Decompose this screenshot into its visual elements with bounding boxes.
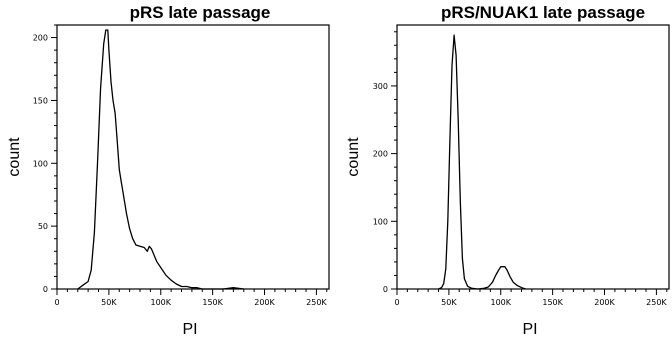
x-axis-label: PI xyxy=(182,321,197,338)
x-tick-label: 50K xyxy=(441,298,457,307)
axis-ticks: 0 50K 100K 150K 200K 250K 0 100 200 300 xyxy=(373,31,667,307)
y-tick-label: 300 xyxy=(373,82,388,91)
y-tick-label: 150 xyxy=(33,96,48,105)
y-tick-label: 200 xyxy=(373,150,388,159)
x-tick-label: 100K xyxy=(491,298,512,307)
histogram-line xyxy=(438,34,526,290)
y-tick-label: 50 xyxy=(38,222,48,231)
x-tick-label: 0 xyxy=(394,298,399,307)
y-tick-label: 100 xyxy=(33,159,48,168)
plot-frame xyxy=(56,24,330,290)
chart-title: pRS late passage xyxy=(130,3,271,22)
histogram-line xyxy=(77,29,244,290)
x-tick-label: 150K xyxy=(202,298,223,307)
histogram-panel-left: pRS late passage PI count 0 50K 100K 150K 20… xyxy=(6,3,330,338)
plot-frame xyxy=(396,24,670,290)
histogram-panel-right: pRS/NUAK1 late passage PI count 0 50K 100K… xyxy=(345,3,670,338)
x-tick-label: 250K xyxy=(646,298,667,307)
x-tick-label: 250K xyxy=(306,298,327,307)
y-tick-label: 0 xyxy=(383,285,388,294)
y-tick-label: 200 xyxy=(33,34,48,43)
x-tick-label: 200K xyxy=(254,298,275,307)
chart-title: pRS/NUAK1 late passage xyxy=(441,3,645,22)
x-tick-label: 200K xyxy=(594,298,615,307)
x-axis-label: PI xyxy=(522,321,537,338)
y-axis-label: count xyxy=(345,137,362,177)
y-tick-label: 100 xyxy=(373,217,388,226)
y-axis-label: count xyxy=(6,137,23,177)
x-tick-label: 100K xyxy=(151,298,172,307)
x-tick-label: 0 xyxy=(54,298,59,307)
y-tick-label: 0 xyxy=(43,285,48,294)
x-tick-label: 50K xyxy=(101,298,117,307)
axis-ticks: 0 50K 100K 150K 200K 250K 0 50 100 150 200 xyxy=(33,24,327,307)
x-tick-label: 150K xyxy=(542,298,563,307)
